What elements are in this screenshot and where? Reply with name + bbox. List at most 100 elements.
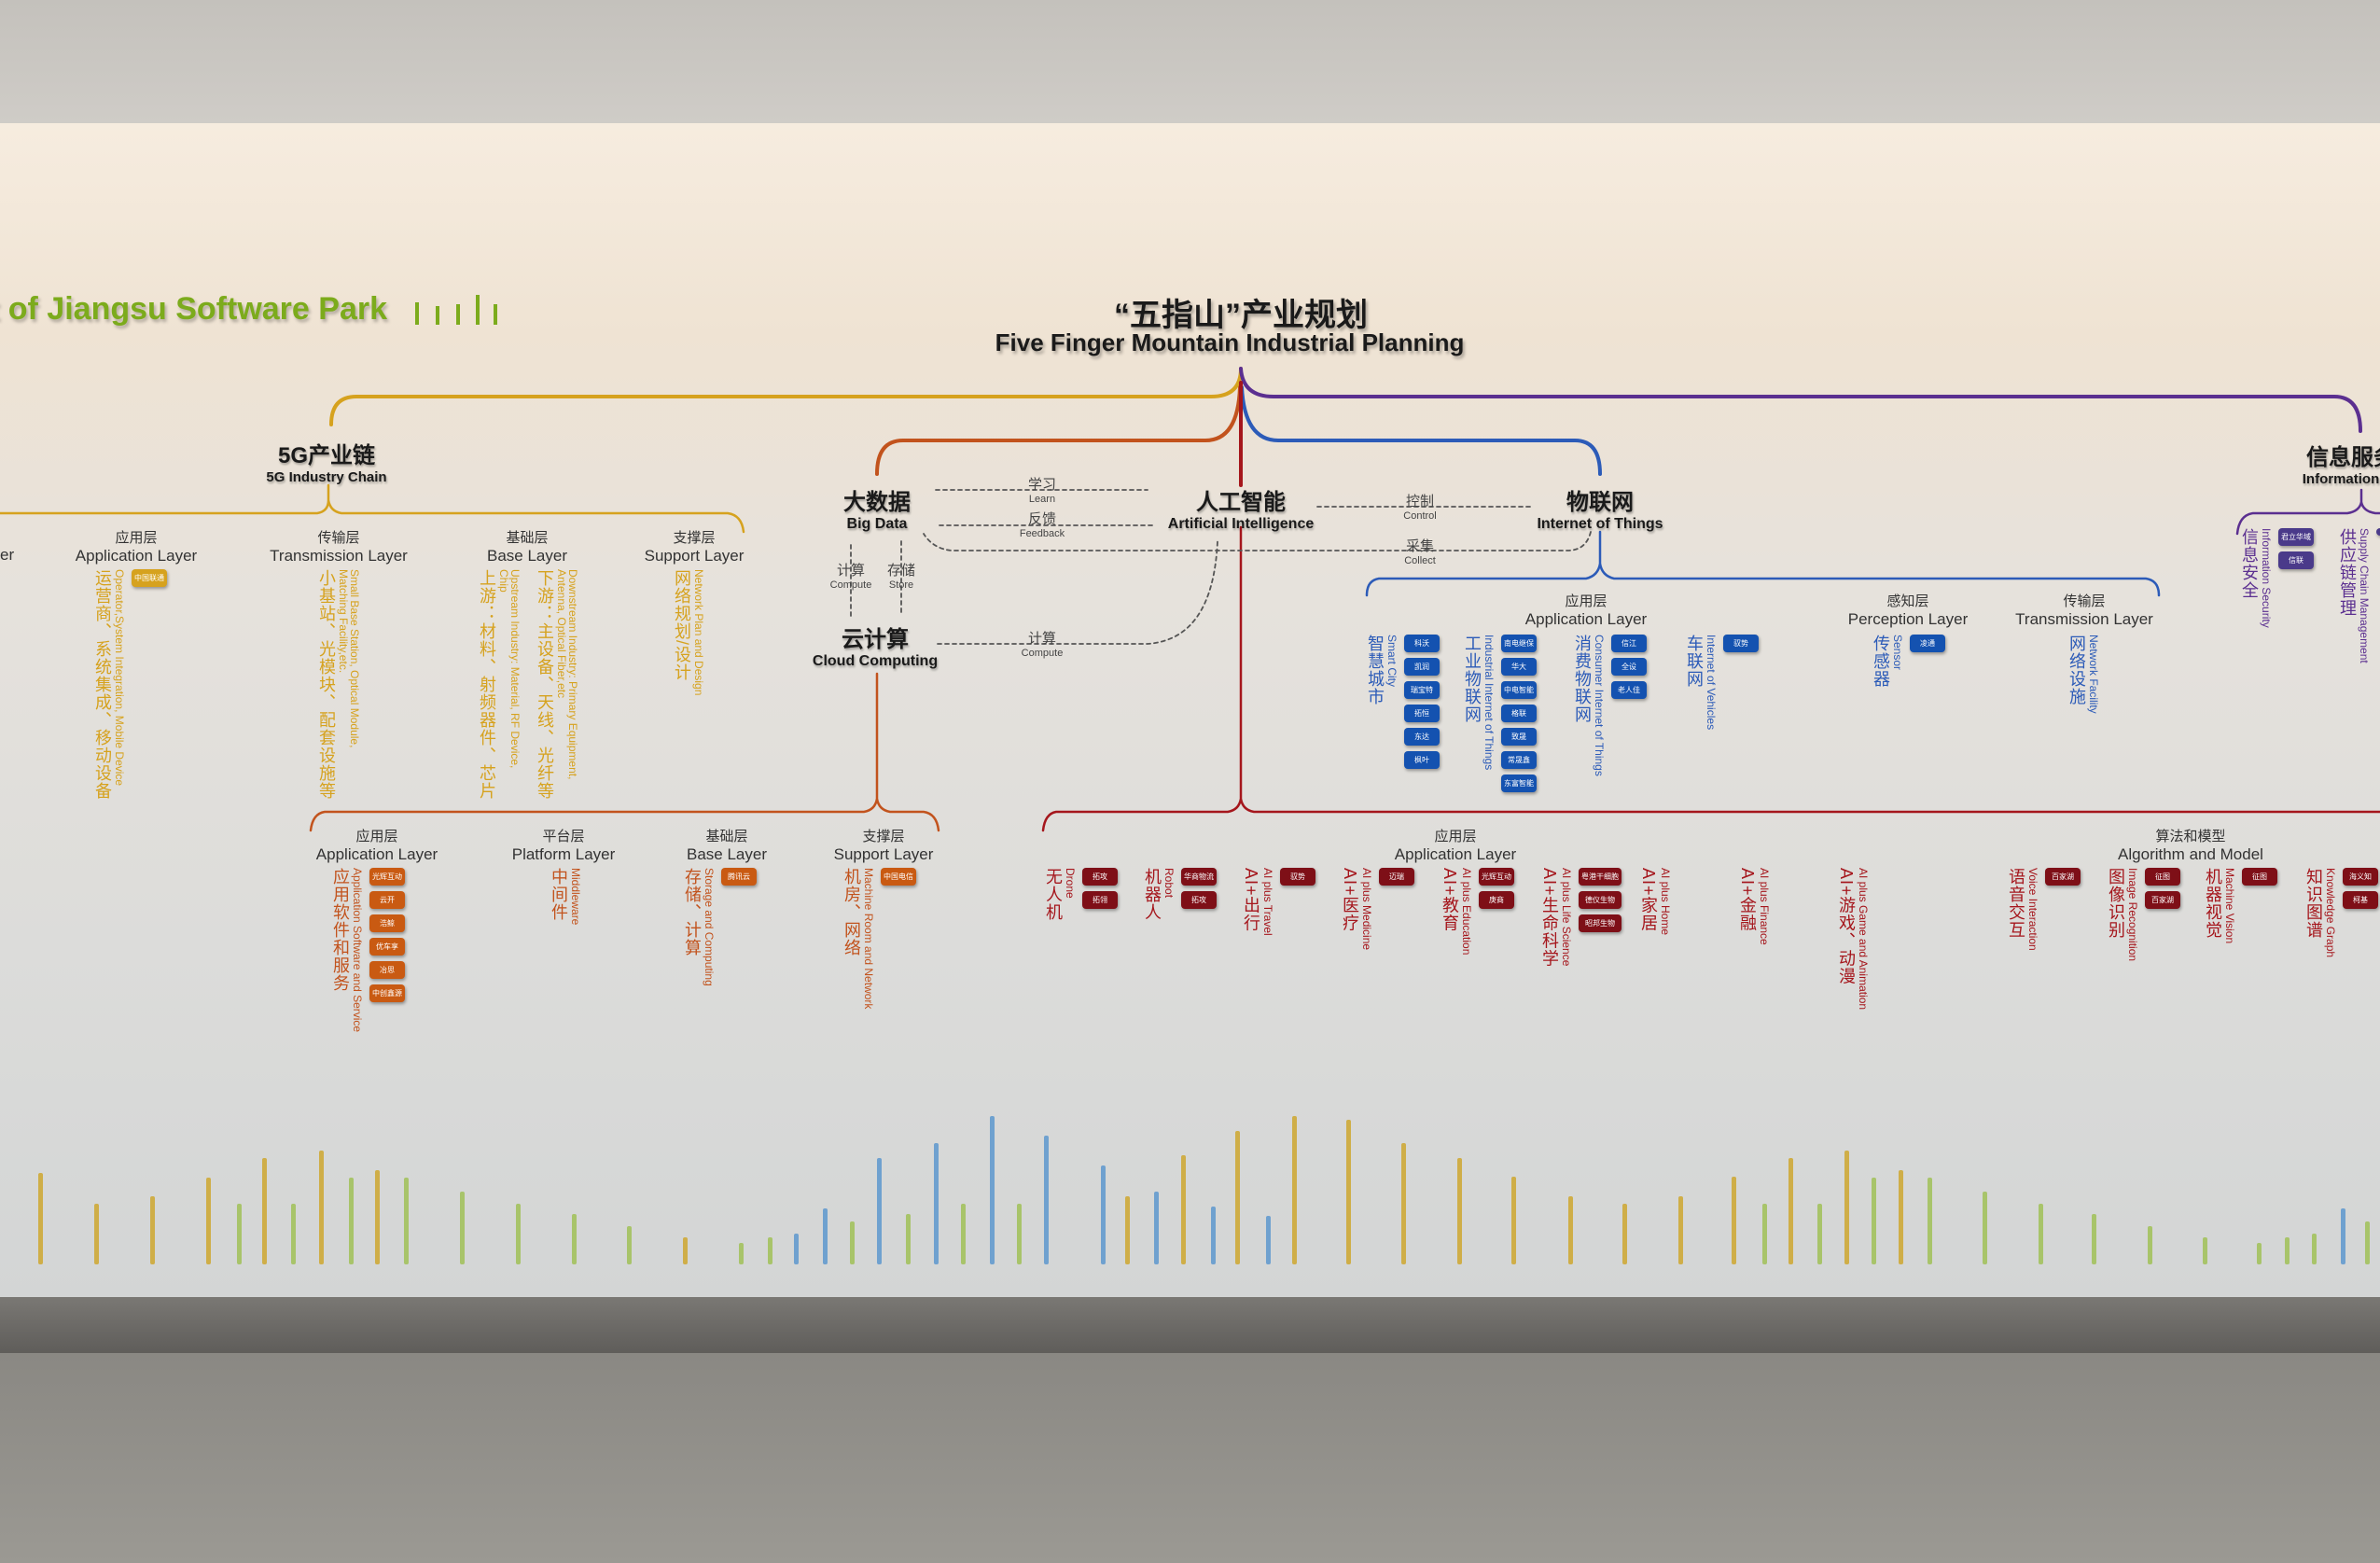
decorative-bar bbox=[1124, 1195, 1130, 1264]
page-title: “五指山”产业规划 bbox=[1114, 298, 1368, 333]
company-tag[interactable]: 致晟 bbox=[1501, 728, 1537, 746]
decorative-bar bbox=[318, 1150, 324, 1264]
company-tags: 君立华域 信联 bbox=[2278, 528, 2314, 569]
company-tag[interactable]: 拓攻 bbox=[1082, 868, 1118, 886]
company-tag[interactable]: 海义知 bbox=[2343, 868, 2378, 886]
decorative-bar bbox=[2202, 1236, 2207, 1264]
item-cn: 应用软件和服务 bbox=[331, 868, 350, 992]
company-tag[interactable]: 德仪生物 bbox=[1579, 891, 1621, 909]
node-info: 信息服务 Information bbox=[2303, 439, 2380, 487]
decorative-bar bbox=[1456, 1158, 1462, 1264]
item-cn: 网络设施 bbox=[2067, 635, 2086, 705]
company-tag[interactable]: 信江 bbox=[1611, 635, 1647, 652]
layer-cn: 应用层 bbox=[1434, 829, 1477, 844]
company-tag[interactable]: 庚商 bbox=[1479, 891, 1514, 909]
node-big-data-cn: 大数据 bbox=[843, 490, 911, 515]
company-tag[interactable]: 征图 bbox=[2242, 868, 2277, 886]
decorative-bar bbox=[933, 1142, 939, 1264]
company-tag[interactable]: 中国电信 bbox=[881, 868, 916, 886]
company-tag[interactable]: 中国联通 bbox=[132, 569, 167, 587]
g5-item: 下游：主设备、天线、光纤等 Downstream Industry: Primar… bbox=[536, 569, 759, 800]
relation-compute-en: Compute bbox=[829, 579, 872, 591]
ai-item: AI+家居 AI plus Home bbox=[1639, 868, 1711, 935]
relation-feedback-cn: 反馈 bbox=[1027, 511, 1056, 527]
relation-control-cn: 控制 bbox=[1405, 494, 1434, 509]
company-tag[interactable]: 全设 bbox=[1611, 658, 1647, 676]
company-tag[interactable]: 南电继保 bbox=[1501, 635, 1537, 652]
layer-cn: 传输层 bbox=[2063, 593, 2106, 609]
company-tag[interactable]: 华商物流 bbox=[1181, 868, 1217, 886]
company-tag[interactable]: 枫叶 bbox=[1404, 751, 1440, 769]
company-tag[interactable]: 迈瑞 bbox=[1379, 868, 1414, 886]
ai-item: AI+医疗 AI plus Medicine 迈瑞 bbox=[1341, 868, 1443, 950]
company-tag[interactable]: 腾讯云 bbox=[721, 868, 757, 886]
decorative-bar bbox=[1291, 1115, 1297, 1264]
company-tag[interactable]: 凌通 bbox=[1910, 635, 1945, 652]
node-iot-cn: 物联网 bbox=[1566, 490, 1634, 515]
company-tag[interactable]: 君立华域 bbox=[2278, 528, 2314, 546]
company-tag[interactable]: 驭势 bbox=[1280, 868, 1315, 886]
company-tag[interactable]: 东富智能 bbox=[1501, 775, 1537, 792]
relation-learn-cn: 学习 bbox=[1027, 477, 1057, 493]
ai-layer-header: 应用层 Application Layer bbox=[1395, 826, 1516, 864]
company-tag[interactable]: 瑞宝特 bbox=[1404, 681, 1440, 699]
ai-item: 语音交互 Voice Interaction 百家湖 bbox=[2007, 868, 2145, 951]
company-tag[interactable]: 华大 bbox=[1501, 658, 1537, 676]
layer-cn: 平台层 bbox=[542, 829, 585, 844]
item-cn: 知识图谱 bbox=[2304, 868, 2323, 939]
company-tag[interactable]: 光辉互动 bbox=[1479, 868, 1514, 886]
node-info-en: Information bbox=[2302, 471, 2380, 487]
relation-control: 控制 Control bbox=[1403, 491, 1436, 522]
item-cn: 上游：材料、射频器件、芯片 bbox=[478, 569, 496, 800]
company-tag[interactable]: 浩鲸 bbox=[369, 914, 405, 932]
company-tag[interactable]: 格联 bbox=[1501, 705, 1537, 722]
company-tag[interactable] bbox=[2376, 528, 2380, 536]
company-tag[interactable]: 老人佳 bbox=[1611, 681, 1647, 699]
company-tag[interactable]: 凯润 bbox=[1404, 658, 1440, 676]
company-tag[interactable]: 百家湖 bbox=[2145, 891, 2180, 909]
g5-item: 小基站、光模块、配套设施等 Small Base Station, Optical… bbox=[317, 569, 522, 800]
company-tag[interactable]: 东达 bbox=[1404, 728, 1440, 746]
ai-item: AI+生命科学 AI plus Life Science 粤港干细胞 德仪生物 昭邦生物 bbox=[1540, 868, 1679, 968]
company-tag[interactable]: 驭势 bbox=[1723, 635, 1759, 652]
company-tags: 海义知 柯基 bbox=[2343, 868, 2378, 909]
g5-branch-line bbox=[329, 367, 1243, 426]
company-tag[interactable]: 冶思 bbox=[369, 961, 405, 979]
ai-item: AI+教育 AI plus Education 光辉互动 庚商 bbox=[1441, 868, 1543, 955]
company-tag[interactable]: 常晟鑫 bbox=[1501, 751, 1537, 769]
company-tags: 征图 百家湖 bbox=[2145, 868, 2180, 909]
item-en: Middleware bbox=[569, 868, 582, 926]
item-en: Network Plan and Design bbox=[692, 569, 705, 696]
item-cn: AI+生命科学 bbox=[1540, 868, 1559, 968]
decorative-bar bbox=[37, 1173, 43, 1264]
company-tag[interactable]: 优车享 bbox=[369, 938, 405, 956]
company-tag[interactable]: 中电智能 bbox=[1501, 681, 1537, 699]
company-tag[interactable]: 拓翎 bbox=[1082, 891, 1118, 909]
layer-cn: 感知层 bbox=[1886, 593, 1929, 609]
company-tag[interactable]: 粤港干细胞 bbox=[1579, 868, 1621, 886]
company-tag[interactable]: 拓攻 bbox=[1181, 891, 1217, 909]
decorative-bar bbox=[1816, 1203, 1822, 1264]
company-tag[interactable]: 征图 bbox=[2145, 868, 2180, 886]
company-tag[interactable]: 百家湖 bbox=[2045, 868, 2081, 886]
company-tag[interactable]: 科沃 bbox=[1404, 635, 1440, 652]
item-cn: 运营商、系统集成、移动设备 bbox=[93, 569, 112, 800]
ceiling bbox=[0, 0, 2380, 123]
cloud-item: 机房、网络 Machine Room and Network 中国电信 bbox=[842, 868, 985, 1009]
company-tag[interactable]: 信联 bbox=[2278, 551, 2314, 569]
company-tag[interactable]: 柯基 bbox=[2343, 891, 2378, 909]
company-tag[interactable]: 云开 bbox=[369, 891, 405, 909]
layer-cn: 支撑层 bbox=[673, 530, 716, 546]
company-tag[interactable]: 昭邦生物 bbox=[1579, 914, 1621, 932]
relation-compute: 计算 Compute bbox=[830, 560, 872, 591]
decorative-bar bbox=[93, 1203, 99, 1264]
decorative-bar bbox=[262, 1158, 268, 1264]
company-tag[interactable]: 中创鑫源 bbox=[369, 984, 405, 1002]
g5-layer-header: 传输层 Transmission Layer bbox=[270, 527, 408, 565]
baseboard bbox=[0, 1297, 2380, 1353]
ai-item: 图像识别 Image Recognition 征图 百家湖 bbox=[2107, 868, 2245, 961]
relation-feedback: 反馈 Feedback bbox=[1020, 509, 1065, 539]
company-tag[interactable]: 光辉互动 bbox=[369, 868, 405, 886]
company-tag[interactable]: 拓恒 bbox=[1404, 705, 1440, 722]
company-tags: 华商物流 拓攻 bbox=[1181, 868, 1217, 909]
